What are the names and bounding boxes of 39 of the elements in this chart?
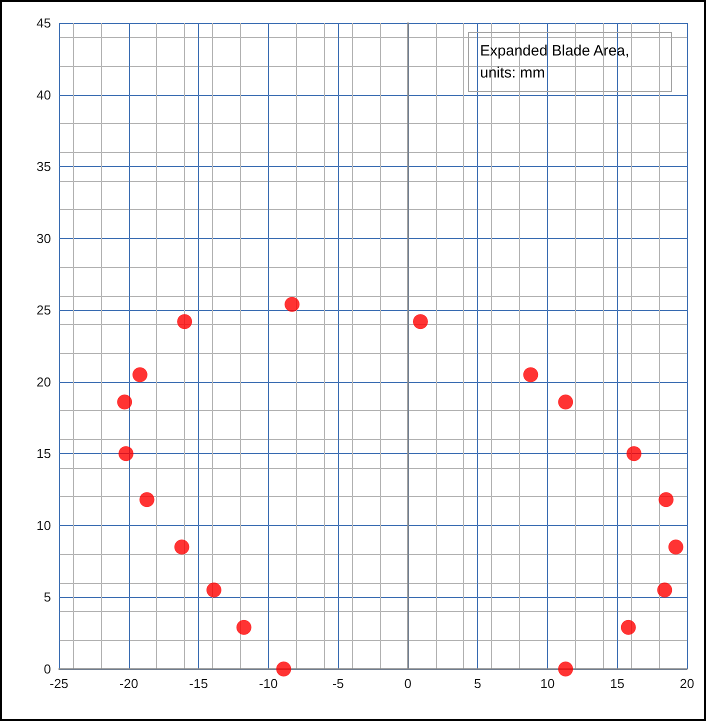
point bbox=[132, 367, 148, 382]
point bbox=[523, 367, 538, 382]
y-tick-label: 0 bbox=[44, 662, 51, 676]
point bbox=[657, 582, 672, 598]
point bbox=[668, 539, 684, 554]
x-tick-label: -20 bbox=[119, 676, 138, 691]
y-tick-label: 35 bbox=[36, 159, 51, 174]
x-tick-label: -5 bbox=[332, 676, 344, 691]
x-tick-label: -10 bbox=[258, 676, 278, 691]
y-tick-label: 20 bbox=[36, 374, 51, 390]
point bbox=[139, 492, 154, 508]
point bbox=[177, 314, 192, 330]
x-tick-label: 20 bbox=[680, 676, 694, 691]
point bbox=[620, 620, 636, 635]
point bbox=[558, 394, 574, 410]
x-tick-label: 5 bbox=[474, 676, 482, 691]
x-tick-label: -15 bbox=[189, 676, 208, 691]
point bbox=[658, 492, 674, 508]
y-tick-label: 5 bbox=[44, 590, 51, 605]
point bbox=[626, 446, 642, 462]
y-tick-label: 25 bbox=[36, 302, 51, 318]
y-tick-label: 45 bbox=[36, 16, 51, 30]
point bbox=[558, 662, 574, 676]
y-tick-label: 30 bbox=[36, 230, 51, 246]
point bbox=[276, 662, 292, 676]
x-tick-label: 0 bbox=[404, 676, 412, 691]
point bbox=[236, 620, 252, 635]
y-tick-label: 15 bbox=[36, 446, 51, 462]
point bbox=[284, 296, 300, 312]
point bbox=[117, 394, 132, 410]
y-tick-label: 40 bbox=[36, 87, 51, 102]
point bbox=[118, 446, 134, 462]
x-tick-label: 15 bbox=[610, 676, 624, 691]
point bbox=[412, 314, 428, 330]
x-tick-label: 10 bbox=[540, 676, 555, 691]
y-tick-label: 10 bbox=[36, 518, 51, 533]
x-tick-label: -25 bbox=[50, 676, 68, 691]
point bbox=[206, 582, 222, 598]
point bbox=[174, 539, 190, 554]
